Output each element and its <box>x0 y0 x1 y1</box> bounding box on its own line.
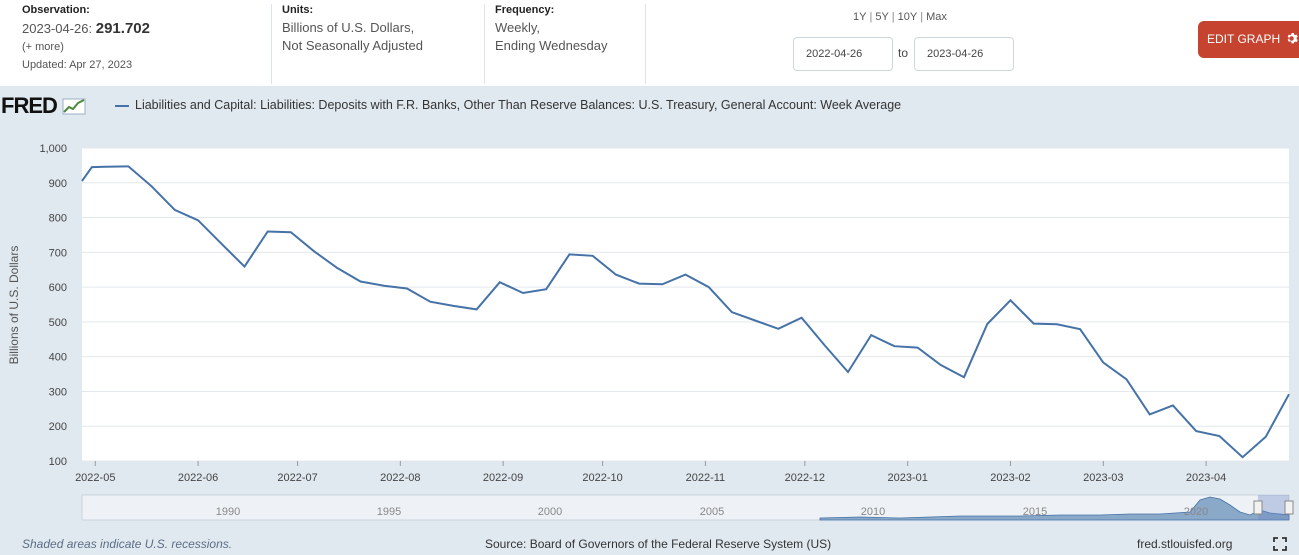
plot-background <box>82 148 1289 461</box>
chart-legend: Liabilities and Capital: Liabilities: De… <box>115 98 901 112</box>
y-tick-label: 200 <box>49 421 67 433</box>
y-tick-label: 800 <box>49 213 67 225</box>
legend-swatch <box>115 104 129 107</box>
units-line1: Billions of U.S. Dollars, <box>282 20 415 35</box>
y-tick-label: 1,000 <box>39 143 67 155</box>
date-to-input[interactable]: 2023-04-26 <box>914 37 1014 71</box>
edit-graph-button[interactable]: EDIT GRAPH <box>1198 21 1299 58</box>
fred-logo-text: FRED <box>1 93 58 118</box>
expand-icon[interactable] <box>1273 537 1287 551</box>
source-text: Source: Board of Governors of the Federa… <box>485 537 832 551</box>
navigator-label: 2000 <box>538 506 562 518</box>
navigator-label: 1995 <box>377 506 401 518</box>
series-line <box>81 165 1290 459</box>
navigator-series <box>819 496 1290 521</box>
navigator-label: 2010 <box>861 506 885 518</box>
y-axis-label: Billions of U.S. Dollars <box>7 246 21 365</box>
gridlines <box>82 147 1289 462</box>
y-tick-label: 900 <box>49 178 67 190</box>
x-tick-label: 2023-02 <box>990 472 1030 484</box>
x-axis: 2022-05 2022-06 2022-07 2022-08 2022-09 2022-… <box>75 461 1226 484</box>
observation-date: 2023-04-26: <box>22 21 93 36</box>
y-tick-label: 700 <box>49 247 67 259</box>
date-from-input[interactable]: 2022-04-26 <box>793 37 893 71</box>
x-tick-label: 2023-01 <box>887 472 927 484</box>
observation-number: 291.702 <box>95 20 150 37</box>
units-panel: Units: Billions of U.S. Dollars, Not Sea… <box>272 4 485 84</box>
range-selector: 1Y | 5Y | 10Y | Max <box>853 11 947 23</box>
units-line2: Not Seasonally Adjusted <box>282 38 423 53</box>
header-bar: Observation: 2023-04-26: 291.702 (+ more… <box>0 0 1299 86</box>
navigator-label: 2015 <box>1023 506 1047 518</box>
navigator[interactable]: 1990 1995 2000 2005 2010 2015 2020 <box>81 494 1294 521</box>
navigator-handle[interactable] <box>1284 500 1294 515</box>
date-to-label: to <box>898 46 909 60</box>
observation-label: Observation: <box>22 4 90 16</box>
site-url[interactable]: fred.stlouisfed.org <box>1137 537 1233 551</box>
edit-graph-label: EDIT GRAPH <box>1207 32 1281 46</box>
y-tick-label: 400 <box>49 352 67 364</box>
y-axis: 1,000 900 800 700 600 500 400 300 200 100 <box>39 143 67 468</box>
line-chart: 1,000 900 800 700 600 500 400 300 200 100 2022-05… <box>7 143 1294 521</box>
x-tick-label: 2022-05 <box>75 472 115 484</box>
updated-text: Updated: Apr 27, 2023 <box>22 59 133 71</box>
gear-icon <box>1288 32 1299 44</box>
x-tick-label: 2022-08 <box>380 472 420 484</box>
x-tick-label: 2022-06 <box>178 472 218 484</box>
range-10y[interactable]: 10Y <box>897 11 918 23</box>
y-tick-label: 100 <box>49 456 67 468</box>
frequency-label: Frequency: <box>495 4 555 16</box>
x-tick-label: 2022-11 <box>686 472 726 484</box>
frequency-line2: Ending Wednesday <box>495 38 608 53</box>
navigator-label: 2005 <box>700 506 724 518</box>
navigator-selection[interactable] <box>1258 495 1289 520</box>
observation-value: 2023-04-26: 291.702 <box>22 19 271 38</box>
more-link[interactable]: (+ more) <box>22 41 64 53</box>
range-5y[interactable]: 5Y <box>875 11 889 23</box>
navigator-handle[interactable] <box>1253 500 1263 515</box>
navigator-label: 1990 <box>216 506 240 518</box>
frequency-panel: Frequency: Weekly, Ending Wednesday <box>485 4 646 84</box>
fred-logo: FRED <box>1 93 86 119</box>
recession-note: Shaded areas indicate U.S. recessions. <box>22 537 233 551</box>
y-tick-label: 500 <box>49 317 67 329</box>
range-1y[interactable]: 1Y <box>853 11 867 23</box>
x-tick-label: 2023-03 <box>1083 472 1123 484</box>
x-tick-label: 2023-04 <box>1186 472 1226 484</box>
y-tick-label: 600 <box>49 282 67 294</box>
x-tick-label: 2022-07 <box>277 472 317 484</box>
x-tick-label: 2022-12 <box>785 472 825 484</box>
chart-title: Liabilities and Capital: Liabilities: De… <box>135 98 902 112</box>
frequency-line1: Weekly, <box>495 20 541 35</box>
observation-panel: Observation: 2023-04-26: 291.702 (+ more… <box>0 4 272 84</box>
range-max[interactable]: Max <box>926 11 947 23</box>
navigator-label: 2020 <box>1184 506 1208 518</box>
x-tick-label: 2022-10 <box>582 472 622 484</box>
x-tick-label: 2022-09 <box>483 472 523 484</box>
chart-trend-icon <box>62 98 86 115</box>
units-label: Units: <box>282 4 314 16</box>
y-tick-label: 300 <box>49 386 67 398</box>
